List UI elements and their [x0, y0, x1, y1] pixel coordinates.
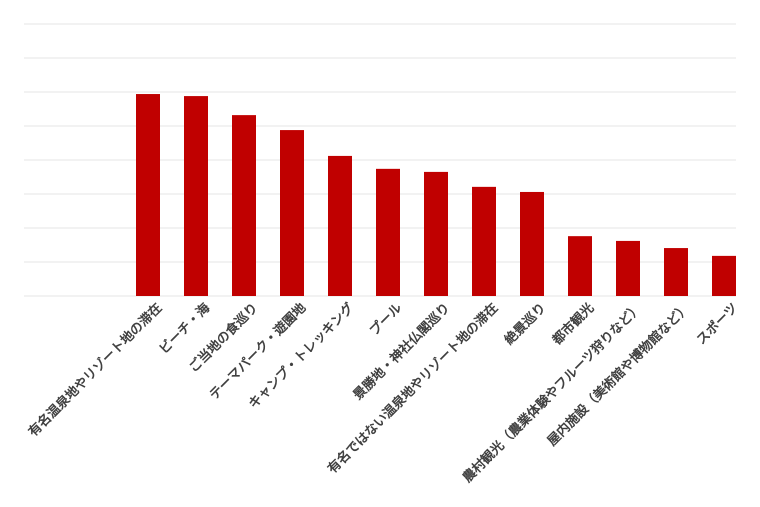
x-tick-label: 有名ではない温泉地やリゾート地の滞在: [325, 300, 502, 477]
x-tick-label: 景勝地・神社仏閣巡り: [350, 300, 453, 403]
bar: [328, 155, 352, 296]
bar: [712, 255, 736, 296]
bar: [136, 94, 160, 296]
bar: [232, 115, 256, 297]
bar: [472, 186, 496, 296]
bar: [664, 248, 688, 296]
bar: [520, 191, 544, 296]
x-tick-label: 都市観光: [549, 300, 598, 349]
x-tick-label: 有名温泉地やリゾート地の滞在: [25, 300, 165, 440]
bar: [616, 240, 640, 296]
bar: [424, 171, 448, 296]
x-tick-label: プール: [367, 301, 405, 339]
x-tick-label: スポーツ: [693, 300, 741, 348]
x-tick-label: 絶景巡り: [501, 300, 550, 349]
x-tick-label: 農村観光（農業体験やフルーツ狩りなど）: [460, 300, 646, 486]
bar: [184, 96, 208, 296]
bar: [280, 130, 304, 296]
bar: [568, 236, 592, 296]
bar: [376, 168, 400, 296]
x-tick-label: テーマパーク・遊園地: [206, 300, 309, 403]
